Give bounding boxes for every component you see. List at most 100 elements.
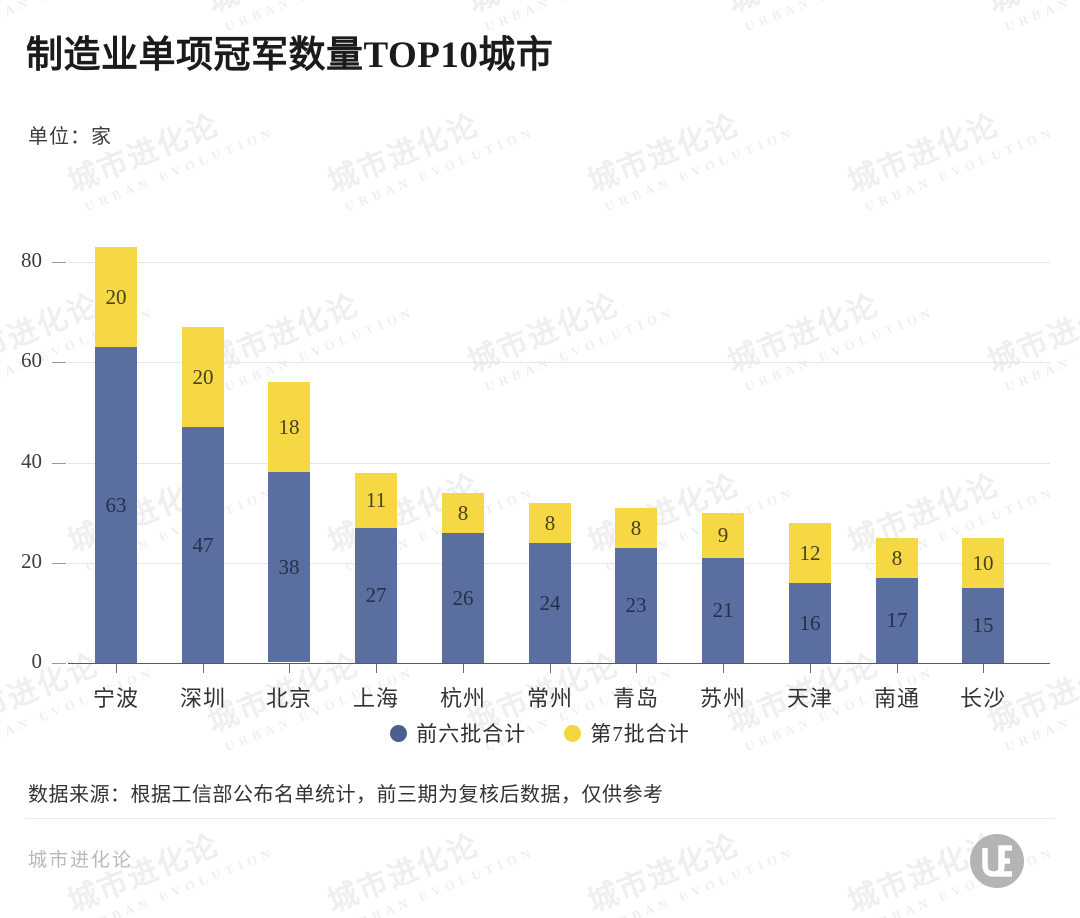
bar-segment-upper[interactable]: 20 <box>182 327 224 427</box>
x-axis-tick-mark <box>983 664 984 673</box>
x-axis-tick-label: 苏州 <box>699 686 746 711</box>
legend-color-dot-icon <box>564 724 582 742</box>
x-axis-tick-mark <box>636 664 637 673</box>
x-axis-tick-mark <box>897 664 898 673</box>
bar-value-label: 16 <box>799 610 821 635</box>
bar-segment-upper[interactable]: 10 <box>962 538 1004 588</box>
y-axis-tick-mark <box>52 362 66 363</box>
bar-value-label: 17 <box>886 608 908 632</box>
bar-value-label: 10 <box>972 550 994 575</box>
x-axis-tick-mark <box>810 664 811 673</box>
x-axis-tick-mark <box>376 664 377 673</box>
bar-segment-upper[interactable]: 8 <box>615 508 657 548</box>
bar-segment-upper[interactable]: 8 <box>876 538 918 578</box>
bar-segment-upper[interactable]: 12 <box>789 523 831 583</box>
bar-segment-lower[interactable]: 24 <box>529 543 571 663</box>
y-axis-tick-label: 60 <box>21 348 42 372</box>
bar-group[interactable]: 18 38 <box>268 382 310 663</box>
footer-divider <box>26 818 1054 819</box>
bar-group[interactable]: 8 17 <box>876 538 918 663</box>
y-axis-tick-mark <box>52 563 66 564</box>
bar-segment-upper[interactable]: 20 <box>95 247 137 347</box>
bar-group[interactable]: 8 24 <box>529 503 571 663</box>
brand-logo-icon <box>968 832 1026 890</box>
bar-value-label: 20 <box>105 284 127 309</box>
bar-value-label: 9 <box>717 523 729 547</box>
bar-segment-upper[interactable]: 18 <box>268 382 310 472</box>
bar-group[interactable]: 20 63 <box>95 247 137 663</box>
x-axis-tick-mark <box>463 664 464 673</box>
source-note: 数据来源：根据工信部公布名单统计，前三期为复核后数据，仅供参考 <box>28 784 664 806</box>
bar-value-label: 63 <box>105 492 127 517</box>
legend-item[interactable]: 第7批合计 <box>564 718 690 748</box>
x-axis-tick-mark <box>550 664 551 673</box>
legend-color-dot-icon <box>390 724 408 742</box>
x-axis-line <box>68 663 1050 664</box>
bar-segment-upper[interactable]: 8 <box>442 493 484 533</box>
bar-value-label: 27 <box>365 583 387 607</box>
footer-credit: 城市进化论 <box>28 850 134 871</box>
x-axis-tick-label: 北京 <box>265 686 312 711</box>
bar-value-label: 15 <box>972 613 994 637</box>
bar-value-label: 47 <box>192 532 214 557</box>
bar-group[interactable]: 11 27 <box>355 473 397 663</box>
x-axis-tick-mark <box>289 664 290 673</box>
x-axis-tick-label: 宁波 <box>92 686 139 711</box>
bar-value-label: 11 <box>365 488 387 512</box>
y-axis-tick-mark <box>52 463 66 464</box>
bar-segment-lower[interactable]: 26 <box>442 533 484 663</box>
x-axis-tick-label: 长沙 <box>959 686 1006 711</box>
chart-legend: 前六批合计 第7批合计 <box>0 718 1080 748</box>
bar-group[interactable]: 8 26 <box>442 493 484 663</box>
gridline <box>68 362 1050 363</box>
x-axis-tick-mark <box>116 664 117 673</box>
bar-segment-upper[interactable]: 9 <box>702 513 744 558</box>
bar-value-label: 26 <box>452 585 474 610</box>
x-axis-tick-label: 杭州 <box>439 686 486 711</box>
bar-value-label: 8 <box>891 545 903 570</box>
y-axis-tick-label: 20 <box>21 549 42 573</box>
bar-value-label: 8 <box>630 515 642 540</box>
bar-group[interactable]: 12 16 <box>789 523 831 663</box>
bar-value-label: 23 <box>625 593 647 617</box>
bar-value-label: 20 <box>192 364 214 389</box>
bar-group[interactable]: 10 15 <box>962 538 1004 663</box>
bar-segment-lower[interactable]: 23 <box>615 548 657 663</box>
y-axis-tick-mark <box>52 262 66 263</box>
bar-segment-upper[interactable]: 11 <box>355 473 397 528</box>
bar-group[interactable]: 20 47 <box>182 327 224 663</box>
bar-value-label: 18 <box>278 414 300 439</box>
bar-group[interactable]: 8 23 <box>615 508 657 663</box>
bar-segment-upper[interactable]: 8 <box>529 503 571 543</box>
bar-segment-lower[interactable]: 63 <box>95 347 137 663</box>
y-axis-tick-mark <box>52 663 66 664</box>
legend-item[interactable]: 前六批合计 <box>390 718 526 748</box>
bar-segment-lower[interactable]: 17 <box>876 578 918 663</box>
legend-label: 前六批合计 <box>416 722 527 746</box>
bar-group[interactable]: 9 21 <box>702 513 744 663</box>
x-axis-tick-mark <box>723 664 724 673</box>
x-axis-tick-label: 上海 <box>352 686 399 711</box>
page-title: 制造业单项冠军数量TOP10城市 <box>26 35 554 76</box>
y-axis-tick-label: 0 <box>31 649 43 673</box>
bar-value-label: 21 <box>712 598 734 622</box>
y-axis-tick-label: 80 <box>21 248 42 272</box>
x-axis-tick-label: 常州 <box>526 686 573 711</box>
unit-label: 单位：家 <box>28 126 112 148</box>
bar-segment-lower[interactable]: 15 <box>962 588 1004 663</box>
bar-segment-lower[interactable]: 16 <box>789 583 831 663</box>
x-axis-tick-label: 青岛 <box>612 686 659 711</box>
bar-segment-lower[interactable]: 21 <box>702 558 744 663</box>
x-axis-tick-mark <box>203 664 204 673</box>
bar-segment-lower[interactable]: 38 <box>268 472 310 662</box>
x-axis-tick-label: 天津 <box>786 686 833 711</box>
bar-value-label: 8 <box>544 510 556 535</box>
bar-segment-lower[interactable]: 47 <box>182 427 224 663</box>
bar-value-label: 12 <box>799 540 821 565</box>
y-axis-tick-label: 40 <box>21 449 42 473</box>
x-axis-tick-label: 南通 <box>873 686 920 711</box>
legend-label: 第7批合计 <box>590 722 690 746</box>
plot-area: 0 20 40 60 80 20 63 宁波 20 47 深圳 18 38 北京 11 27 上海 8 26 杭州 8 2… <box>21 247 1050 711</box>
bar-segment-lower[interactable]: 27 <box>355 528 397 663</box>
